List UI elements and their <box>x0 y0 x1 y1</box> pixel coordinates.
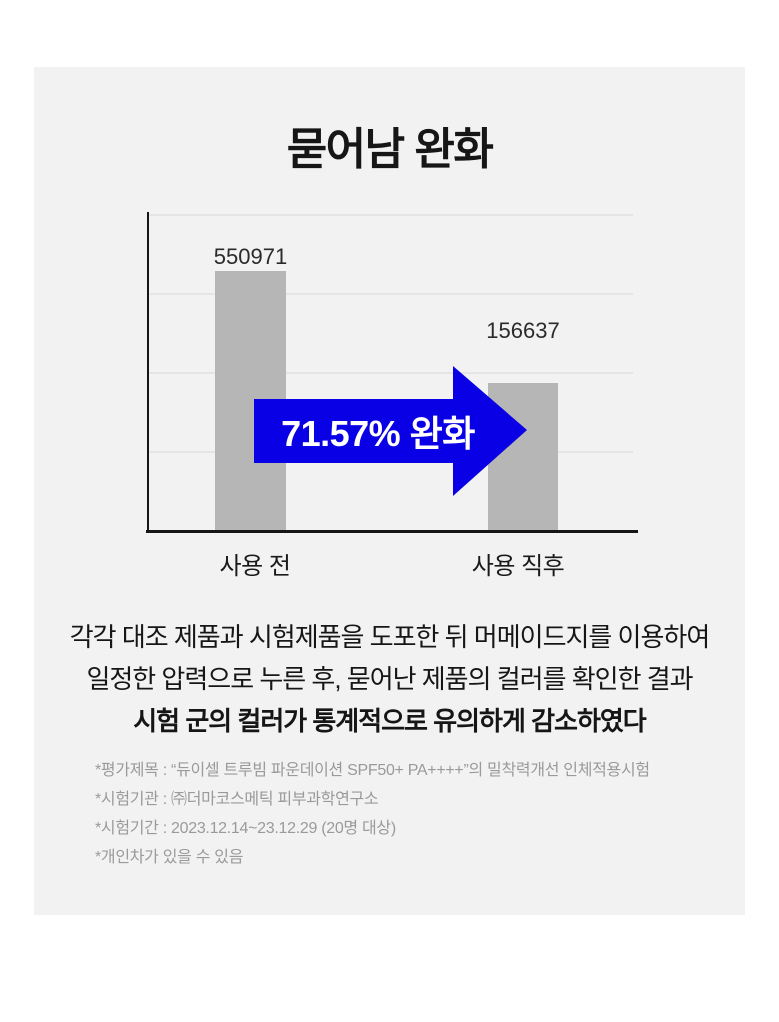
description-line-3: 시험 군의 컬러가 통계적으로 유의하게 감소하였다 <box>133 706 646 736</box>
gridline <box>149 293 633 295</box>
page-title: 묻어남 완화 <box>286 125 494 174</box>
value-label-before: 550971 <box>213 244 288 269</box>
footnote-item: *개인차가 있을 수 있음 <box>95 849 244 866</box>
footnote-list: *평가제목 : “듀이셀 트루빔 파운데이션 SPF50+ PA++++”의 밀… <box>95 756 715 872</box>
x-axis-line <box>146 530 638 533</box>
category-label-before: 사용 전 <box>219 553 291 580</box>
content-panel: 묻어남 완화 550971 156637 71.57% 완화 사용 전 사용 직… <box>34 67 745 915</box>
footnote-item: *시험기간 : 2023.12.14~23.12.29 (20명 대상) <box>95 820 396 837</box>
category-label-after: 사용 직후 <box>471 553 565 580</box>
description-line-1: 각각 대조 제품과 시험제품을 도포한 뒤 머메이드지를 이용하여 <box>69 622 711 652</box>
value-label-after: 156637 <box>486 318 560 343</box>
footnote-item: *평가제목 : “듀이셀 트루빔 파운데이션 SPF50+ PA++++”의 밀… <box>95 762 650 779</box>
y-axis-line <box>147 212 149 533</box>
reduction-annotation: 71.57% 완화 <box>281 413 475 454</box>
footnote-item: *시험기관 : ㈜더마코스메틱 피부과학연구소 <box>95 791 379 808</box>
description-line-2: 일정한 압력으로 누른 후, 묻어난 제품의 컬러를 확인한 결과 <box>86 664 693 694</box>
arrow-shape <box>254 366 527 496</box>
gridline <box>149 372 633 374</box>
result-description: 각각 대조 제품과 시험제품을 도포한 뒤 머메이드지를 이용하여 일정한 압력… <box>34 616 745 742</box>
gridline <box>149 214 633 216</box>
reduction-arrow-icon <box>254 366 527 496</box>
